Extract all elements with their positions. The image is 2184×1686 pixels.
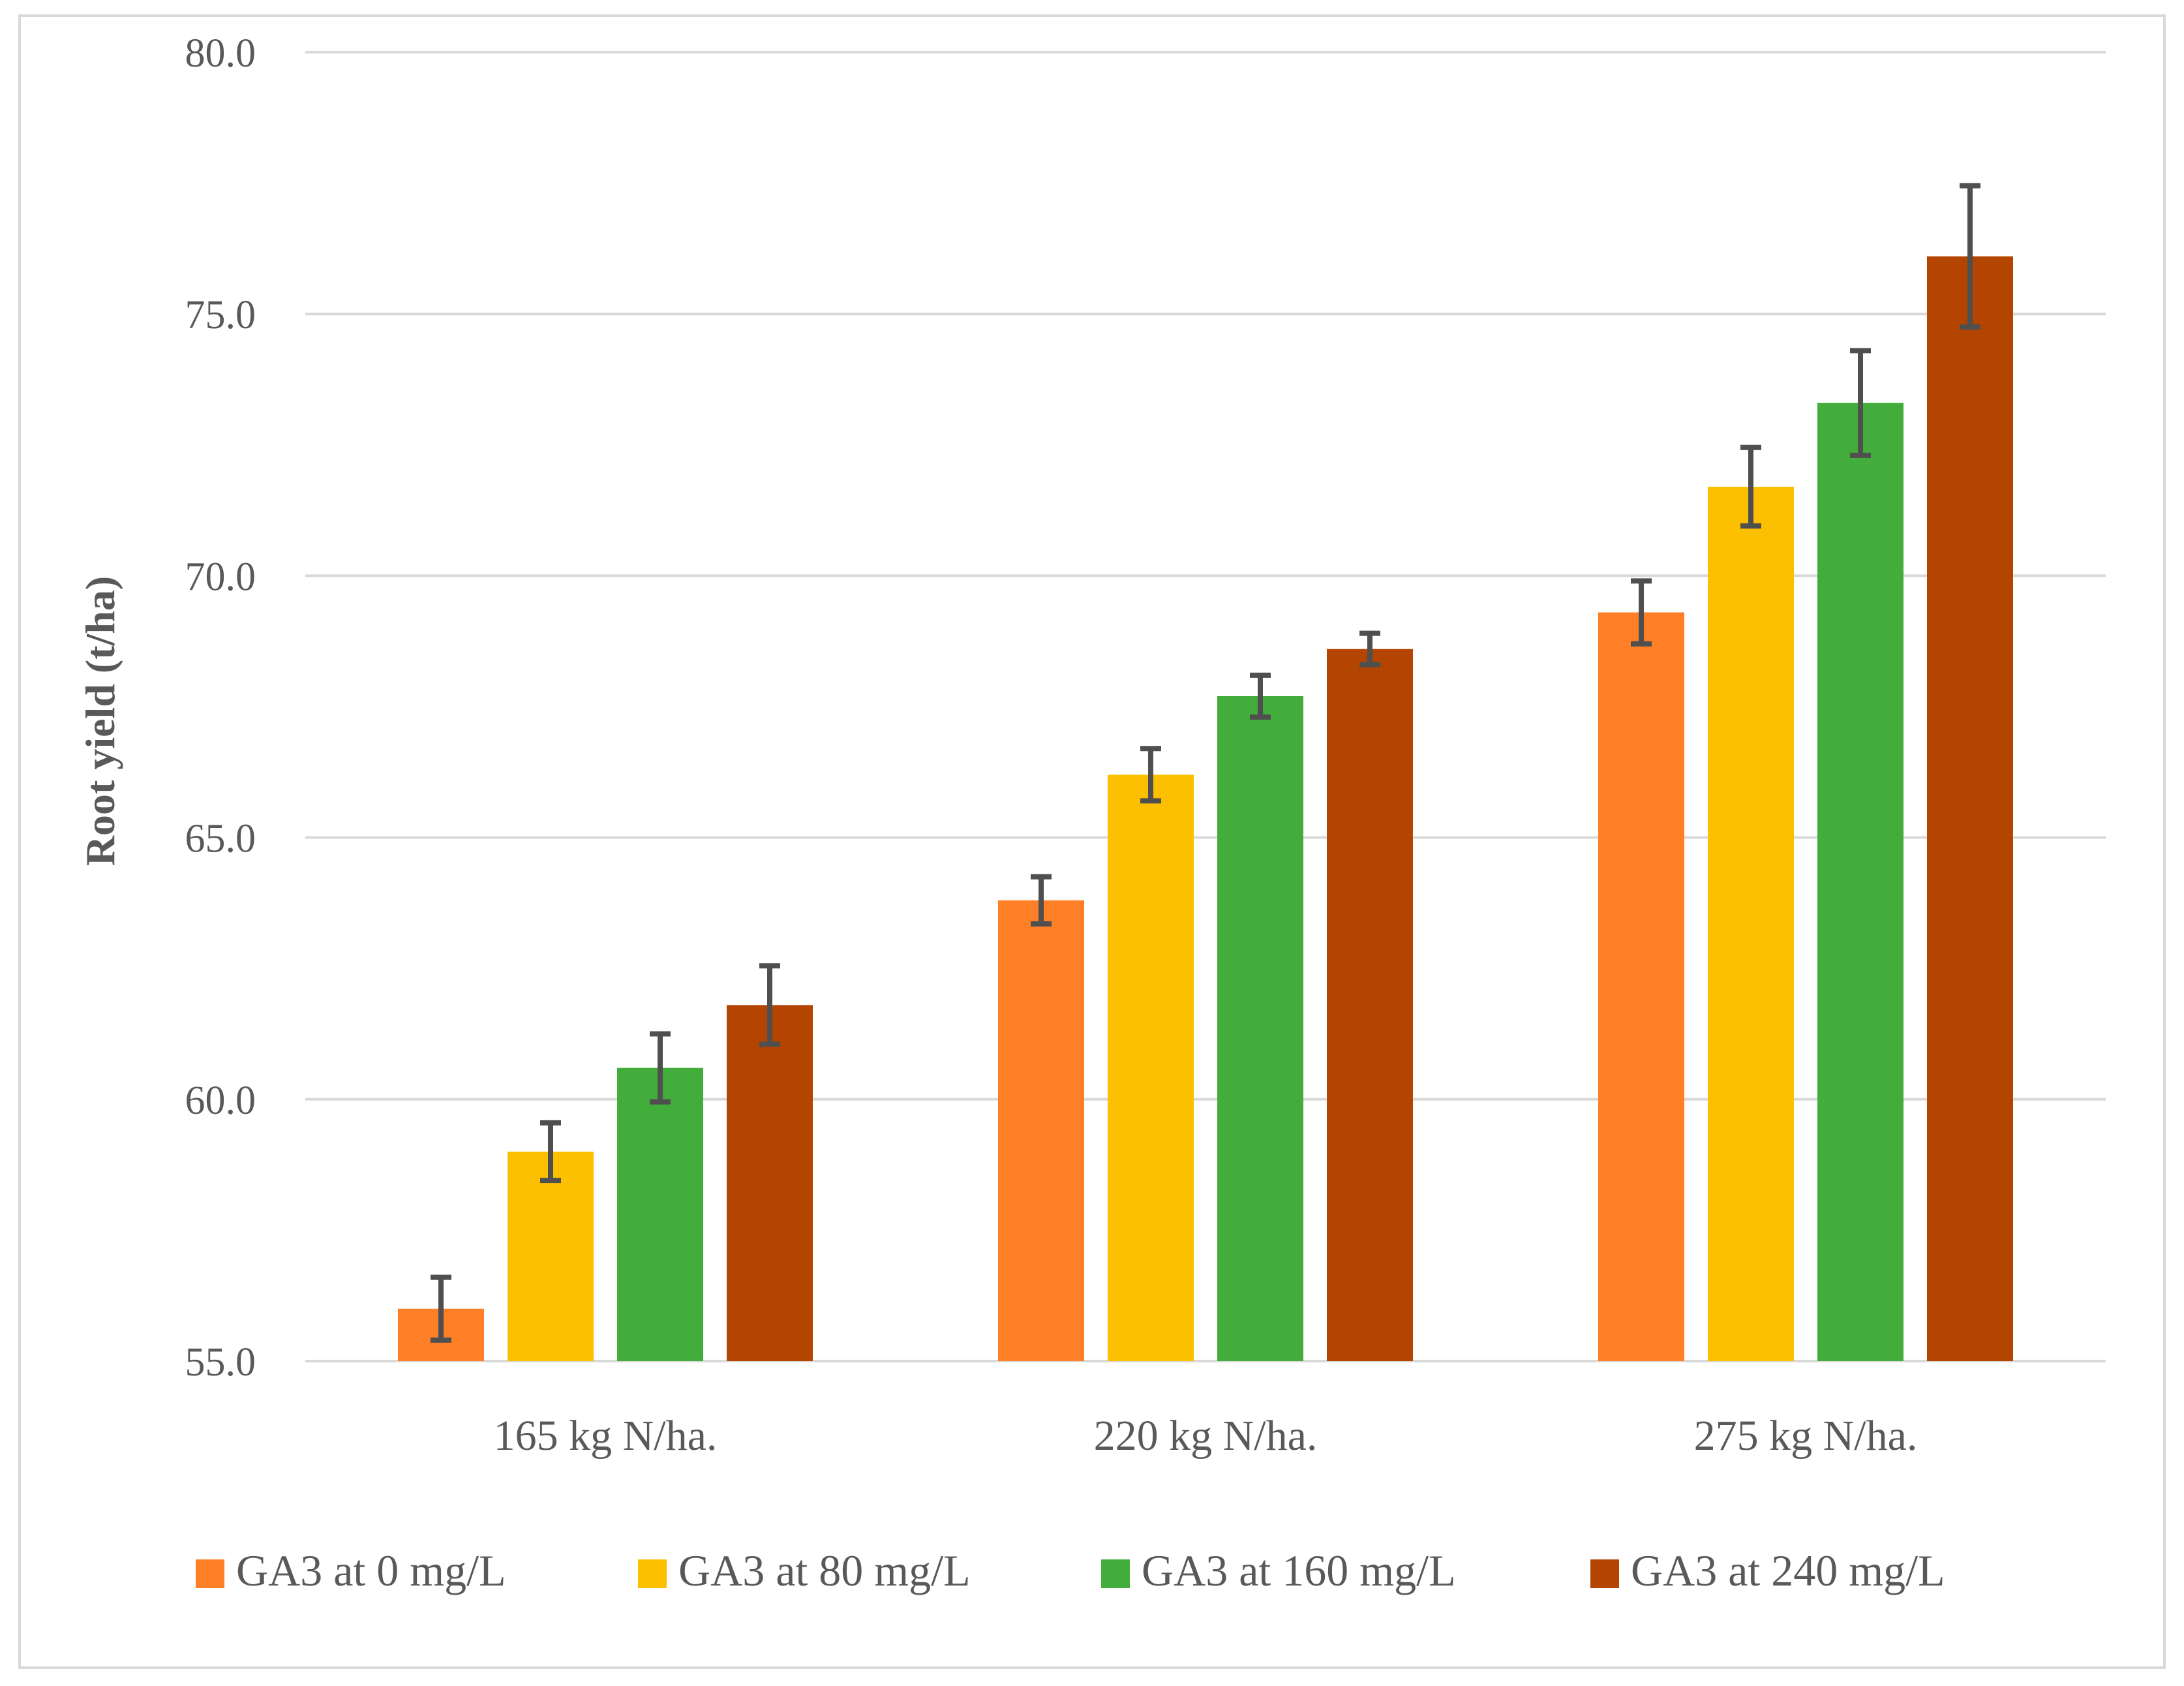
legend: GA3 at 0 mg/L GA3 at 80 mg/L GA3 at 160 mg… (196, 1546, 1945, 1595)
bars (398, 256, 2013, 1362)
bar (617, 1067, 703, 1361)
bar (1598, 612, 1684, 1361)
x-category-label: 220 kg N/ha. (1094, 1412, 1318, 1460)
bar (727, 1005, 813, 1361)
y-tick-label: 70.0 (185, 555, 256, 599)
legend-item: GA3 at 80 mg/L (638, 1546, 971, 1595)
legend-swatch (196, 1559, 224, 1588)
bar (508, 1152, 594, 1361)
bar (1817, 403, 1903, 1362)
error-bar (1850, 348, 1871, 458)
x-axis-categories: 165 kg N/ha. 220 kg N/ha. 275 kg N/ha. (494, 1412, 1918, 1460)
gridlines (305, 51, 2106, 1362)
error-bar (1250, 672, 1271, 720)
error-bar (759, 963, 780, 1047)
legend-item: GA3 at 160 mg/L (1101, 1546, 1456, 1595)
legend-label: GA3 at 160 mg/L (1142, 1546, 1456, 1595)
y-axis-title: Root yield (t/ha) (77, 576, 123, 866)
legend-swatch (1101, 1559, 1130, 1588)
error-bar (431, 1274, 451, 1343)
legend-item: GA3 at 0 mg/L (196, 1546, 506, 1595)
bar (998, 900, 1084, 1361)
legend-label: GA3 at 0 mg/L (236, 1546, 506, 1595)
error-bar (1960, 183, 1980, 330)
y-tick-label: 80.0 (185, 31, 256, 76)
y-tick-label: 65.0 (185, 817, 256, 861)
chart-frame (18, 14, 2166, 1669)
error-bar (1140, 746, 1161, 804)
error-bar (540, 1120, 561, 1184)
error-bar (650, 1031, 671, 1105)
bar (1217, 696, 1303, 1361)
y-tick-label: 75.0 (185, 293, 256, 337)
y-tick-label: 60.0 (185, 1079, 256, 1123)
legend-swatch (638, 1559, 667, 1588)
error-bar (1740, 444, 1761, 529)
bar (1327, 649, 1413, 1361)
bar (1708, 486, 1794, 1362)
bar (1108, 774, 1194, 1361)
legend-swatch (1590, 1559, 1619, 1588)
x-category-label: 165 kg N/ha. (494, 1412, 718, 1460)
legend-item: GA3 at 240 mg/L (1590, 1546, 1945, 1595)
legend-label: GA3 at 240 mg/L (1631, 1546, 1945, 1595)
y-axis-ticks: 55.0 60.0 65.0 70.0 75.0 80.0 (185, 31, 256, 1385)
error-bar (1031, 874, 1052, 927)
bar (1927, 256, 2013, 1361)
y-tick-label: 55.0 (185, 1340, 256, 1385)
error-bars (431, 183, 1980, 1343)
legend-label: GA3 at 80 mg/L (678, 1546, 971, 1595)
error-bar (1631, 578, 1652, 647)
x-category-label: 275 kg N/ha. (1694, 1412, 1918, 1460)
error-bar (1359, 630, 1380, 667)
